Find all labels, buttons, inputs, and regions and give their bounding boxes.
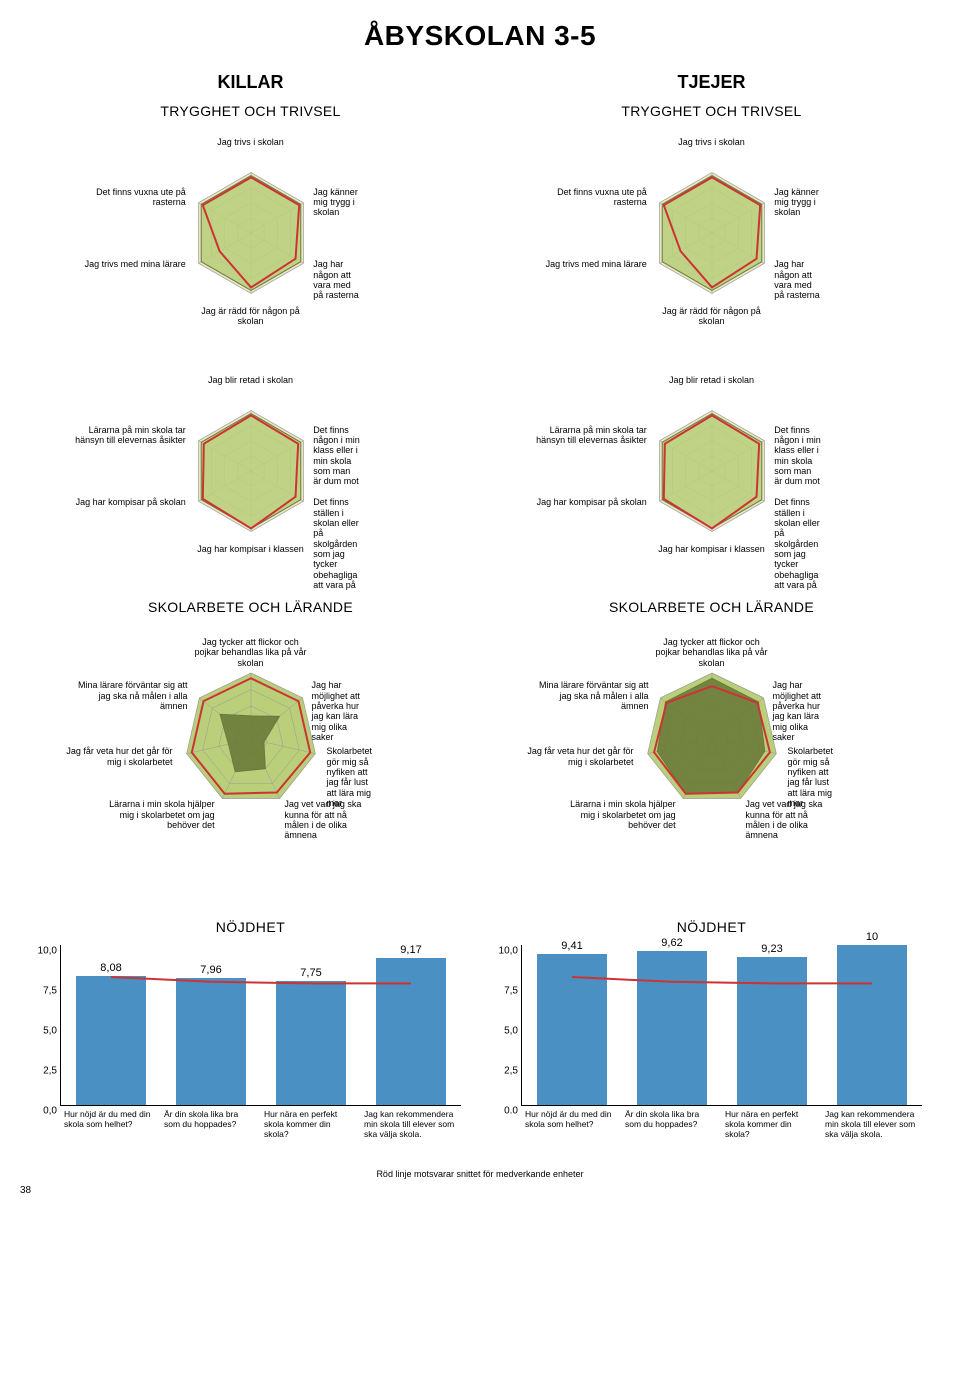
bar-category-label: Är din skola lika bra som du hoppades? [621,1110,721,1139]
bar-value-label: 9,17 [376,944,446,956]
right-radar3-title: SKOLARBETE OCH LÄRANDE [491,599,932,615]
radar-axis-label: Lärarna i min skola hjälper mig i skolar… [97,799,215,830]
bar-category-label: Hur nära en perfekt skola kommer din sko… [260,1110,360,1139]
bar: 8,08 [76,976,146,1105]
left-bar-section: NÖJDHET 10,0 7,5 5,0 2,5 0,0 8,08 7,96 7,75 … [30,919,471,1139]
radar-axis-label: Jag har kompisar i klassen [197,544,304,554]
y-tick-label: 2,5 [504,1066,518,1077]
bar-category-label: Hur nära en perfekt skola kommer din sko… [721,1110,821,1139]
y-tick-label: 5,0 [504,1026,518,1037]
left-radar1-title: TRYGGHET OCH TRIVSEL [30,103,471,119]
left-radar1: Jag trivs i skolan Jag känner mig trygg i… [141,123,361,343]
right-column-title: TJEJER [491,72,932,93]
left-column: KILLAR TRYGGHET OCH TRIVSEL Jag trivs i … [20,72,481,1139]
radar-axis-label: Lärarna på min skola tar hänsyn till ele… [529,425,647,446]
bar: 9,17 [376,958,446,1105]
radar-axis-label: Det finns någon i min klass eller i min … [774,425,821,487]
bar: 10 [837,945,907,1105]
radar-axis-label: Jag trivs med mina lärare [529,259,647,269]
bar-value-label: 7,75 [276,967,346,979]
radar-axis-label: Jag vet vad jag ska kunna för att nå mål… [745,799,831,840]
left-radar3: Jag tycker att flickor och pojkar behand… [131,619,371,859]
main-columns: KILLAR TRYGGHET OCH TRIVSEL Jag trivs i … [20,72,940,1139]
right-column: TJEJER TRYGGHET OCH TRIVSEL Jag trivs i … [481,72,942,1139]
radar-axis-label: Jag har någon att vara med på rasterna [774,259,821,300]
radar-axis-label: Jag har någon att vara med på rasterna [313,259,360,300]
radar-axis-label: Jag känner mig trygg i skolan [774,187,821,218]
bar-value-label: 10 [837,931,907,943]
page-number: 38 [20,1185,940,1196]
y-tick-label: 5,0 [43,1026,57,1037]
right-radar3: Jag tycker att flickor och pojkar behand… [592,619,832,859]
radar-axis-label: Jag har möjlighet att påverka hur jag ka… [772,680,831,742]
y-tick-label: 7,5 [43,986,57,997]
bar: 9,23 [737,957,807,1105]
radar-axis-label: Jag trivs med mina lärare [68,259,186,269]
footnote: Röd linje motsvarar snittet för medverka… [20,1169,940,1179]
y-tick-label: 10,0 [499,946,518,957]
left-radar2: Jag blir retad i skolan Det finns någon i… [141,361,361,581]
radar-axis-label: Jag har kompisar i klassen [658,544,765,554]
left-bar-chart: 10,0 7,5 5,0 2,5 0,0 8,08 7,96 7,75 9,17 Hur… [30,945,471,1139]
left-column-title: KILLAR [30,72,471,93]
radar-axis-label: Jag tycker att flickor och pojkar behand… [191,637,311,668]
bar: 7,96 [176,978,246,1105]
bar-value-label: 8,08 [76,962,146,974]
radar-axis-label: Mina lärare förväntar sig att jag ska nå… [70,680,188,711]
radar-axis-label: Jag känner mig trygg i skolan [313,187,360,218]
bar-value-label: 9,41 [537,940,607,952]
radar-axis-label: Jag blir retad i skolan [208,375,293,385]
bar-category-label: Är din skola lika bra som du hoppades? [160,1110,260,1139]
radar-axis-label: Lärarna på min skola tar hänsyn till ele… [68,425,186,446]
radar-axis-label: Jag är rädd för någon på skolan [196,306,306,327]
right-bar-chart: 10,0 7,5 5,0 2,5 0.0 9,41 9,62 9,23 10 Hur n… [491,945,932,1139]
radar-axis-label: Det finns vuxna ute på rasterna [68,187,186,208]
bar: 9,62 [637,951,707,1105]
radar-axis-label: Det finns ställen i skolan eller på skol… [774,497,821,590]
page-title: ÅBYSKOLAN 3-5 [20,20,940,52]
y-tick-label: 7,5 [504,986,518,997]
radar-axis-label: Jag trivs i skolan [678,137,745,147]
bar-category-label: Hur nöjd är du med din skola som helhet? [521,1110,621,1139]
radar-axis-label: Lärarna i min skola hjälper mig i skolar… [558,799,676,830]
radar-axis-label: Jag blir retad i skolan [669,375,754,385]
radar-axis-label: Jag har möjlighet att påverka hur jag ka… [311,680,370,742]
radar-axis-label: Jag är rädd för någon på skolan [657,306,767,327]
radar-axis-label: Jag får veta hur det går för mig i skola… [515,746,633,767]
y-tick-label: 10,0 [38,946,57,957]
y-tick-label: 0.0 [504,1106,518,1117]
bar-value-label: 9,23 [737,943,807,955]
left-radar3-title: SKOLARBETE OCH LÄRANDE [30,599,471,615]
y-tick-label: 0,0 [43,1106,57,1117]
bar-value-label: 7,96 [176,964,246,976]
radar-axis-label: Jag trivs i skolan [217,137,284,147]
right-radar1: Jag trivs i skolan Jag känner mig trygg i… [602,123,822,343]
bar-category-label: Jag kan rekommendera min skola till elev… [360,1110,460,1139]
radar-axis-label: Jag får veta hur det går för mig i skola… [54,746,172,767]
radar-axis-label: Det finns ställen i skolan eller på skol… [313,497,360,590]
radar-axis-label: Det finns någon i min klass eller i min … [313,425,360,487]
left-bar-title: NÖJDHET [30,919,471,935]
radar-axis-label: Mina lärare förväntar sig att jag ska nå… [531,680,649,711]
bar: 9,41 [537,954,607,1105]
bar-value-label: 9,62 [637,937,707,949]
bar: 7,75 [276,981,346,1105]
right-radar1-title: TRYGGHET OCH TRIVSEL [491,103,932,119]
right-radar2: Jag blir retad i skolan Det finns någon i… [602,361,822,581]
radar-axis-label: Det finns vuxna ute på rasterna [529,187,647,208]
radar-axis-label: Jag vet vad jag ska kunna för att nå mål… [284,799,370,840]
right-bar-section: NÖJDHET 10,07,55,02,50.0 9,41 9,62 9,23 … [491,919,932,1139]
y-tick-label: 2,5 [43,1066,57,1077]
radar-axis-label: Jag har kompisar på skolan [68,497,186,507]
bar-category-label: Hur nöjd är du med din skola som helhet? [60,1110,160,1139]
radar-axis-label: Jag tycker att flickor och pojkar behand… [652,637,772,668]
bar-category-label: Jag kan rekommendera min skola till elev… [821,1110,921,1139]
radar-axis-label: Jag har kompisar på skolan [529,497,647,507]
